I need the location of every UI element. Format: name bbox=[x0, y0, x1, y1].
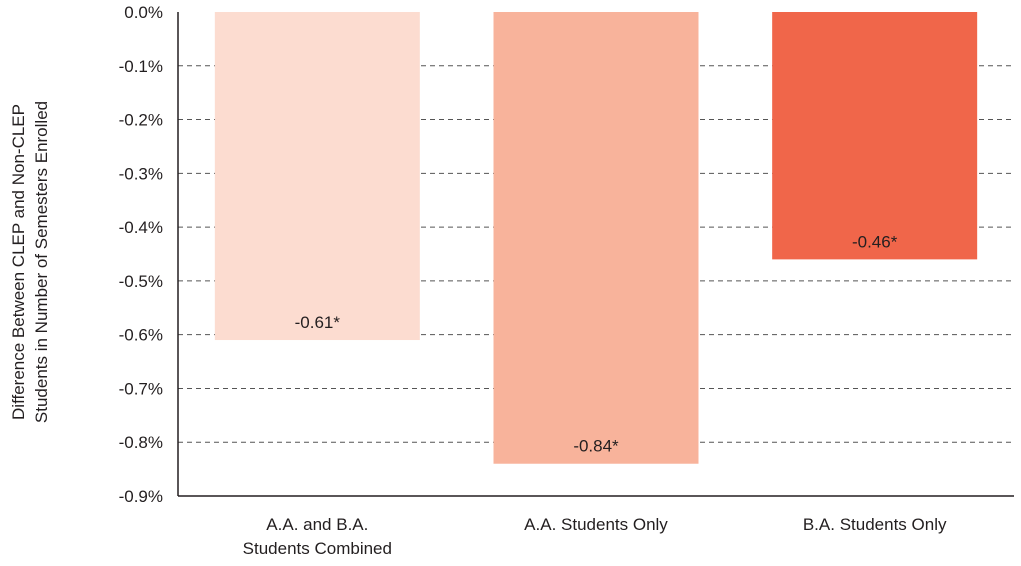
category-label: A.A. Students Only bbox=[524, 515, 668, 534]
y-tick-label: -0.5% bbox=[119, 272, 163, 291]
y-tick-labels: 0.0% -0.1% -0.2% -0.3% -0.4% -0.5% -0.6% -0.7% -… bbox=[119, 3, 163, 506]
bar bbox=[214, 12, 420, 341]
data-label: -0.61* bbox=[295, 313, 341, 332]
data-label: -0.46* bbox=[852, 232, 898, 251]
bars bbox=[214, 12, 978, 464]
y-tick-label: -0.8% bbox=[119, 433, 163, 452]
bar bbox=[772, 12, 978, 260]
y-tick-label: -0.1% bbox=[119, 57, 163, 76]
y-tick-label: -0.4% bbox=[119, 218, 163, 237]
y-tick-label: -0.9% bbox=[119, 487, 163, 506]
data-labels: -0.61* -0.84* -0.46* bbox=[295, 232, 898, 455]
axes bbox=[177, 12, 1014, 497]
y-axis-label: Difference Between CLEP and Non-CLEP Stud… bbox=[9, 101, 51, 423]
data-label: -0.84* bbox=[573, 437, 619, 456]
y-tick-label: -0.3% bbox=[119, 164, 163, 183]
category-label: B.A. Students Only bbox=[803, 515, 947, 534]
bar bbox=[493, 12, 699, 464]
x-category-labels: A.A. and B.A. Students Combined A.A. Stude… bbox=[243, 515, 947, 558]
y-tick-label: 0.0% bbox=[124, 3, 163, 22]
y-tick-label: -0.6% bbox=[119, 326, 163, 345]
y-tick-label: -0.7% bbox=[119, 379, 163, 398]
y-axis-title: Difference Between CLEP and Non-CLEP Stud… bbox=[9, 101, 51, 423]
y-tick-label: -0.2% bbox=[119, 111, 163, 130]
category-label: A.A. and B.A. Students Combined bbox=[243, 515, 392, 558]
